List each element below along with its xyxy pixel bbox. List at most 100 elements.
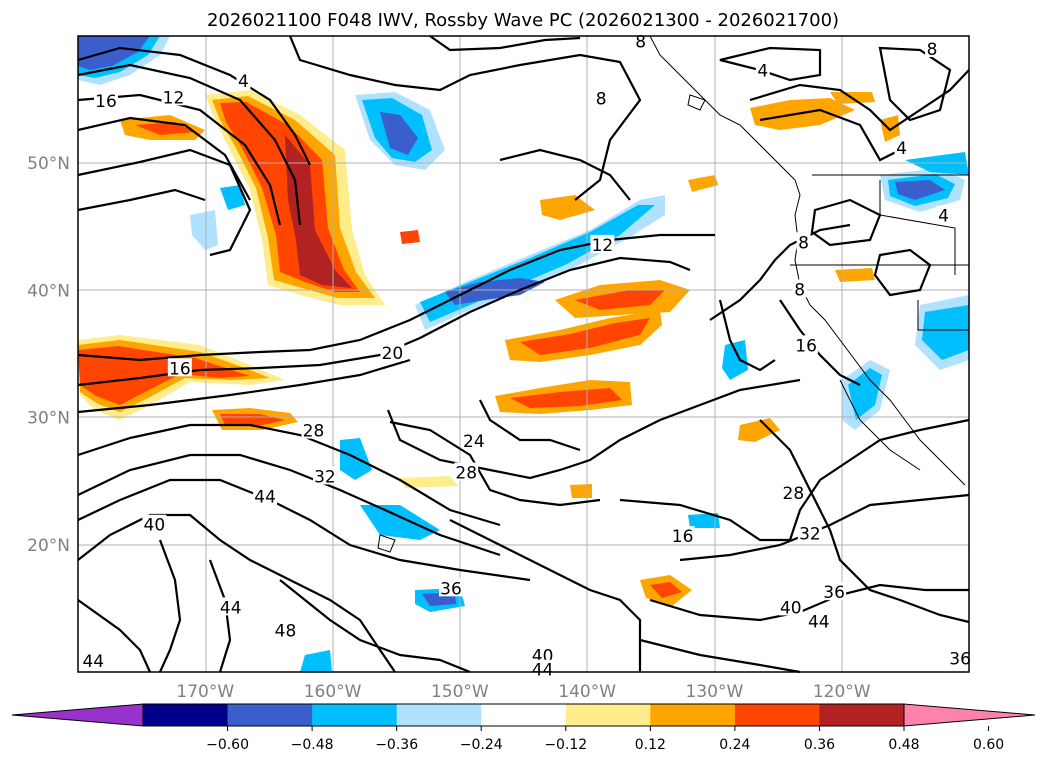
contour-label: 20: [382, 344, 404, 364]
colorbar-tick-label: −0.12: [544, 737, 587, 753]
contour-label: 12: [163, 88, 185, 108]
contour-label: 16: [95, 92, 117, 112]
contour-label: 8: [927, 40, 938, 60]
colorbar-extend-low: [11, 703, 144, 727]
colorbar: −0.60 −0.48 −0.36 −0.24 −0.12 0.12 0.24 0.36 0.4…: [11, 703, 1036, 753]
colorbar-tick-label: 0.24: [719, 737, 750, 753]
contour-label: 28: [455, 464, 477, 484]
contour-label: 8: [794, 280, 805, 300]
contour-label-halo: [794, 335, 819, 354]
lat-tick-label: 20°N: [27, 536, 70, 556]
contour-label: 16: [169, 359, 191, 379]
contour-label: 32: [314, 467, 336, 487]
contour-label: 4: [757, 62, 768, 82]
lon-tick-label: 160°W: [304, 682, 362, 702]
lon-tick-label: 140°W: [558, 682, 616, 702]
colorbar-segment: [396, 704, 482, 726]
contour-label-halo: [438, 578, 463, 597]
contour-label-halo: [806, 611, 831, 630]
colorbar-tick-label: −0.24: [460, 737, 503, 753]
colorbar-tick-label: −0.36: [375, 737, 418, 753]
contour-label-halo: [454, 462, 479, 481]
latitude-axis: 50°N 40°N 30°N 20°N: [27, 154, 70, 556]
lat-tick-label: 50°N: [27, 154, 70, 174]
shading-negative-blue: [78, 36, 969, 672]
contour-label: 8: [596, 90, 607, 110]
contour-label: 28: [303, 422, 325, 442]
contour-label-halo: [797, 523, 822, 542]
contour-label-halo: [936, 205, 951, 224]
lat-tick-label: 30°N: [27, 409, 70, 429]
contour-label-halo: [925, 38, 940, 57]
colorbar-segment: [650, 704, 736, 726]
contour-label-halo: [94, 91, 119, 110]
colorbar-tick-label: 0.12: [635, 737, 666, 753]
contour-label-halo: [312, 466, 337, 485]
contour-label-halo: [161, 87, 186, 106]
contour-label: 40: [144, 516, 166, 536]
contour-label-halo: [236, 70, 251, 89]
contour-label: 40: [780, 598, 802, 618]
lon-tick-label: 130°W: [686, 682, 744, 702]
contour-label: 28: [783, 484, 805, 504]
contour-label: 36: [949, 649, 971, 669]
lon-tick-label: 150°W: [431, 682, 489, 702]
contour-label: 44: [808, 612, 830, 632]
contour-label-halo: [253, 486, 278, 505]
contour-label: 44: [220, 598, 242, 618]
longitude-axis: 170°W 160°W 150°W 140°W 130°W 120°W: [176, 682, 870, 702]
contour-label-halo: [380, 343, 405, 361]
iwv-contours: [77, 35, 970, 674]
contour-label-halo: [594, 88, 609, 107]
colorbar-tick-label: −0.48: [291, 737, 334, 753]
contour-label: 24: [463, 432, 485, 452]
contour-label: 44: [532, 661, 554, 681]
contour-label-halo: [301, 420, 326, 439]
colorbar-frame: [142, 703, 905, 727]
contour-label: 48: [275, 621, 297, 641]
contour-label: 8: [798, 233, 809, 253]
colorbar-segment: [312, 704, 398, 726]
contour-label: 4: [896, 139, 907, 159]
lon-tick-label: 120°W: [813, 682, 871, 702]
contour-label-halo: [792, 279, 807, 298]
colorbar-tick-label: 0.36: [804, 737, 835, 753]
contour-label-halo: [778, 597, 803, 616]
colorbar-segment: [734, 704, 820, 726]
contour-label: 4: [938, 207, 949, 227]
contour-label: 44: [82, 652, 104, 672]
map-title: 2026021100 F048 IWV, Rossby Wave PC (202…: [207, 10, 839, 31]
gridlines: [78, 36, 969, 672]
colorbar-segment: [481, 704, 567, 726]
colorbar-segment: [819, 704, 905, 726]
colorbar-extend-high: [903, 703, 1036, 727]
contour-label-halo: [81, 650, 106, 669]
contour-label-halo: [142, 514, 167, 533]
iwv-shading: [78, 36, 969, 672]
contour-label-halo: [755, 60, 770, 79]
colorbar-tick-label: −0.60: [206, 737, 249, 753]
contour-label-halo: [530, 645, 555, 664]
contour-label: 44: [254, 488, 276, 508]
contour-label-halo: [590, 234, 615, 253]
contour-label: 36: [823, 583, 845, 603]
contour-label-halo: [796, 232, 811, 251]
contour-label-halo: [948, 648, 973, 667]
colorbar-segment: [227, 704, 313, 726]
lon-tick-label: 170°W: [176, 682, 234, 702]
colorbar-tick-label: 0.60: [973, 737, 1004, 753]
contour-label-halo: [218, 597, 243, 616]
colorbar-segment: [565, 704, 651, 726]
colorbar-segment: [143, 704, 229, 726]
contour-label-halo: [167, 358, 192, 377]
contour-label: 16: [795, 336, 817, 356]
contour-label-halo: [822, 582, 847, 601]
contour-label: 8: [635, 32, 646, 52]
contour-label: 36: [440, 579, 462, 599]
colorbar-tick-label: 0.48: [888, 737, 919, 753]
contour-label-halo: [273, 620, 298, 639]
shading-anomaly-west-coast-stream: [205, 90, 385, 305]
contour-label: 12: [592, 236, 614, 256]
